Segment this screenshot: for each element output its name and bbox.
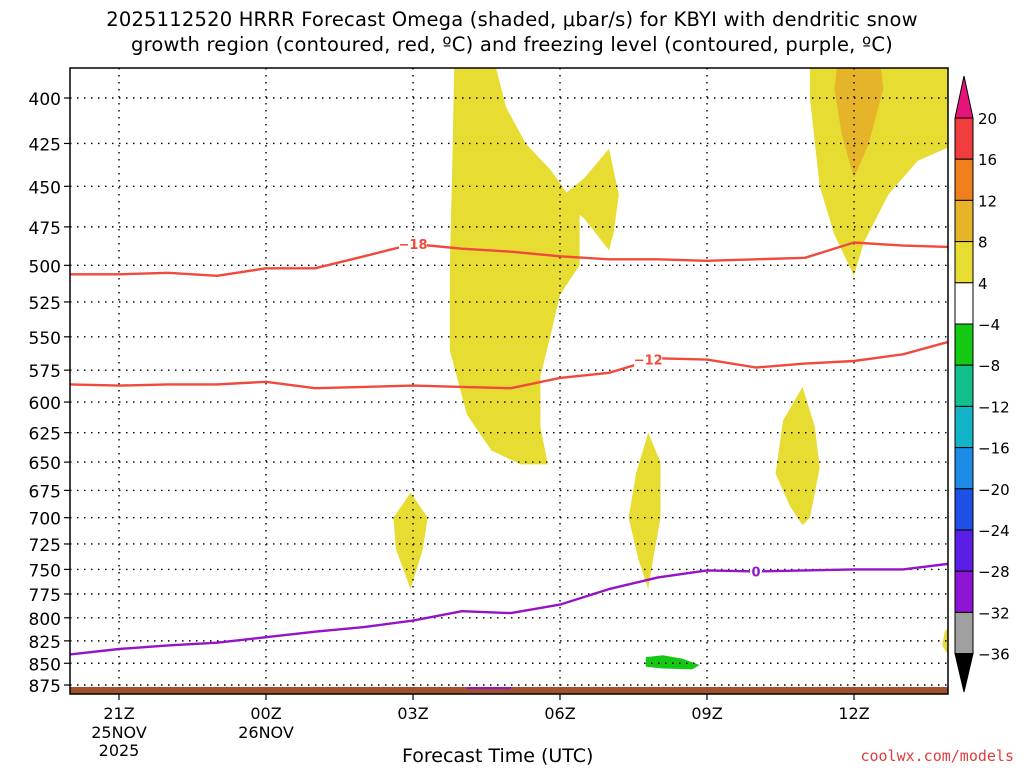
- y-tick-label-425: 425: [29, 135, 61, 155]
- colorbar-bin-2: [954, 199, 974, 243]
- surface-terrain-bar: [70, 687, 948, 694]
- x-tick-label-06Z: 06Z: [544, 704, 575, 723]
- colorbar-bottom-arrow: [954, 653, 974, 693]
- colorbar-bin-1: [954, 158, 974, 201]
- x-tick-label-00Z: 00Z: [250, 704, 281, 723]
- y-tick-label-775: 775: [29, 586, 61, 606]
- y-tick-label-400: 400: [29, 90, 61, 110]
- colorbar-label-1: 16: [978, 151, 997, 169]
- y-tick-label-450: 450: [29, 178, 61, 198]
- colorbar-bin-7: [954, 405, 974, 449]
- y-tick-label-650: 650: [29, 454, 61, 474]
- y-tick-label-625: 625: [29, 425, 61, 445]
- colorbar-label-13: −36: [978, 646, 1010, 664]
- omega-region-east-spike: [560, 148, 619, 251]
- surface-bar: [70, 687, 948, 694]
- x-tick-label-09Z: 09Z: [691, 704, 722, 723]
- x-tick-label-03Z: 03Z: [397, 704, 428, 723]
- colorbar-label-7: −12: [978, 398, 1010, 416]
- colorbar-label-8: −16: [978, 440, 1010, 458]
- chart-title-line1: 2025112520 HRRR Forecast Omega (shaded, …: [106, 8, 918, 31]
- omega-region-main: [449, 68, 580, 465]
- y-tick-label-850: 850: [29, 655, 61, 675]
- colorbar-label-10: −24: [978, 522, 1010, 540]
- dgz-minus18-line: [70, 241, 948, 277]
- colorbar-bin-10: [954, 529, 974, 572]
- y-tick-label-600: 600: [29, 394, 61, 414]
- colorbar-bin-0: [954, 117, 974, 160]
- dgz-minus12-label-bg: [634, 352, 663, 367]
- credit-link[interactable]: coolwx.com/models: [860, 747, 1014, 765]
- y-tick-label-825: 825: [29, 633, 61, 653]
- colorbar-bin-11: [954, 570, 974, 613]
- omega-shading: [393, 68, 948, 670]
- colorbar-label-3: 8: [978, 234, 988, 252]
- colorbar-label-5: −4: [978, 316, 1000, 334]
- colorbar-label-0: 20: [978, 110, 997, 128]
- colorbar-bin-5: [954, 323, 974, 366]
- y-tick-label-800: 800: [29, 610, 61, 630]
- plot-frame: [69, 67, 949, 695]
- y-tick-label-725: 725: [29, 536, 61, 556]
- colorbar-label-6: −8: [978, 357, 1000, 375]
- colorbar-label-4: 4: [978, 275, 988, 293]
- x-tick-label-21Z: 21Z: [103, 704, 134, 723]
- colorbar-bin-12: [954, 611, 974, 655]
- colorbar-bin-6: [954, 364, 974, 407]
- y-tick-label-575: 575: [29, 362, 61, 382]
- colorbar-label-11: −28: [978, 563, 1010, 581]
- x-tick-year-21Z: 2025: [99, 741, 140, 760]
- omega-region-0800: [628, 432, 661, 590]
- dgz-minus18-label-bg: [399, 237, 427, 252]
- colorbar-bin-4: [954, 282, 974, 325]
- y-tick-label-700: 700: [29, 510, 61, 530]
- colorbar-label-9: −20: [978, 481, 1010, 499]
- colorbar-bin-9: [954, 488, 974, 531]
- x-tick-label-12Z: 12Z: [838, 704, 869, 723]
- omega-region-1100: [775, 386, 820, 526]
- x-tick-date-00Z: 26NOV: [238, 723, 294, 742]
- dgz-minus12-line: [70, 340, 948, 390]
- freezing-level-0-line: [70, 562, 948, 656]
- y-tick-label-475: 475: [29, 219, 61, 239]
- x-tick-date-21Z: 25NOV: [91, 723, 147, 742]
- omega-region-right-top-core: [834, 68, 884, 178]
- y-tick-label-675: 675: [29, 482, 61, 502]
- contour-lines: −18 −12 0: [70, 237, 948, 656]
- y-tick-label-750: 750: [29, 561, 61, 581]
- omega-region-right-top: [809, 68, 948, 276]
- omega-region-0745: [393, 492, 428, 590]
- colorbar-top-arrow: [954, 75, 974, 119]
- chart-title-line2: growth region (contoured, red, ºC) and f…: [131, 33, 893, 56]
- colorbar: 20 16 12 8 4 −4 −8 −12 −16 −20 −24 −28 −32 −36: [954, 75, 1010, 693]
- colorbar-bin-3: [954, 241, 974, 284]
- freezing-level-0-label: 0: [751, 565, 760, 580]
- y-tick-label-500: 500: [29, 257, 61, 277]
- y-tick-label-550: 550: [29, 329, 61, 349]
- omega-region-neg-green: [645, 655, 700, 670]
- colorbar-bin-8: [954, 447, 974, 490]
- freezing-level-0-label-bg: [750, 564, 762, 579]
- y-axis: 400 425 450 475 500 525 550 575 600 625 650 675 700 7…: [29, 90, 70, 697]
- y-tick-label-875: 875: [29, 677, 61, 697]
- colorbar-label-12: −32: [978, 604, 1010, 622]
- y-tick-label-525: 525: [29, 294, 61, 314]
- dgz-minus18-label: −18: [399, 238, 428, 253]
- dgz-minus12-label: −12: [634, 354, 663, 369]
- x-axis-label: Forecast Time (UTC): [402, 745, 594, 767]
- colorbar-label-2: 12: [978, 192, 997, 210]
